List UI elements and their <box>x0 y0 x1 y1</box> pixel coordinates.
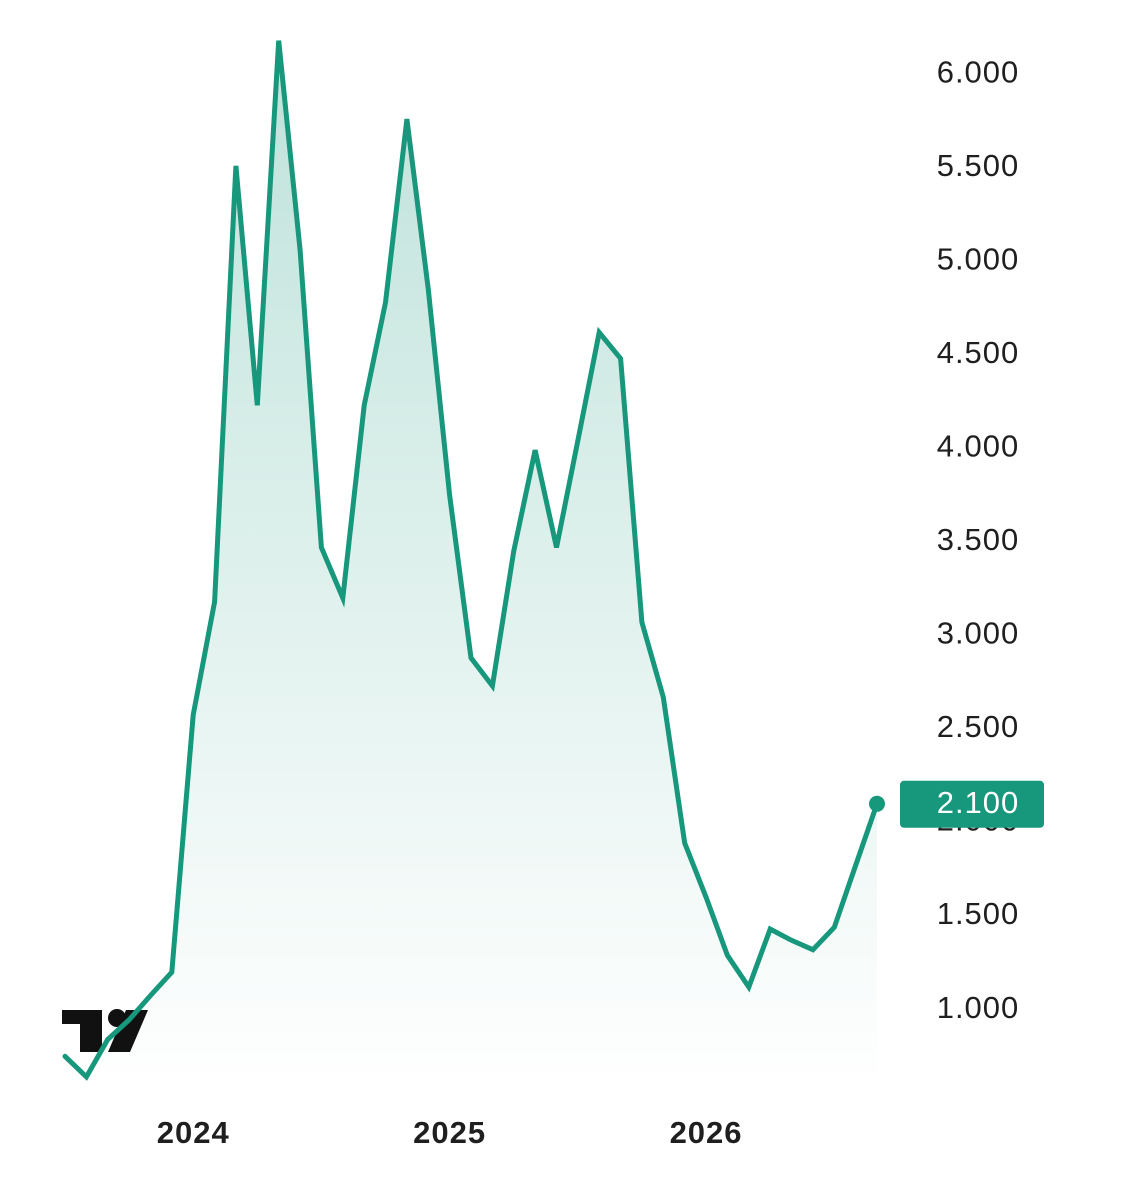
y-tick-label: 1.500 <box>937 896 1020 931</box>
y-tick-label: 5.000 <box>937 241 1020 276</box>
value-badge-label: 2.100 <box>937 785 1020 820</box>
x-tick-label: 2024 <box>157 1115 230 1150</box>
y-tick-label: 1.000 <box>937 990 1020 1025</box>
y-tick-label: 2.500 <box>937 709 1020 744</box>
value-badge <box>900 780 1044 828</box>
line-layer <box>62 40 885 1081</box>
y-tick-label: 3.000 <box>937 616 1020 651</box>
line <box>62 40 880 1081</box>
area-layer <box>65 40 877 1091</box>
badge-layer: 2.100 <box>900 780 1044 828</box>
axis-layer: 1.0001.5002.0002.5003.0003.5004.0004.500… <box>157 54 1020 1150</box>
y-tick-label: 4.500 <box>937 335 1020 370</box>
y-tick-label: 4.000 <box>937 429 1020 464</box>
x-tick-label: 2025 <box>413 1115 486 1150</box>
x-tick-label: 2026 <box>670 1115 743 1150</box>
y-tick-label: 3.500 <box>937 522 1020 557</box>
y-tick-label: 6.000 <box>937 54 1020 89</box>
last-point <box>869 795 885 812</box>
logo-slash <box>108 1010 148 1052</box>
logo <box>62 1009 148 1052</box>
logo-stem <box>80 1010 102 1052</box>
area-fill <box>65 40 877 1091</box>
y-tick-label: 5.500 <box>937 148 1020 183</box>
